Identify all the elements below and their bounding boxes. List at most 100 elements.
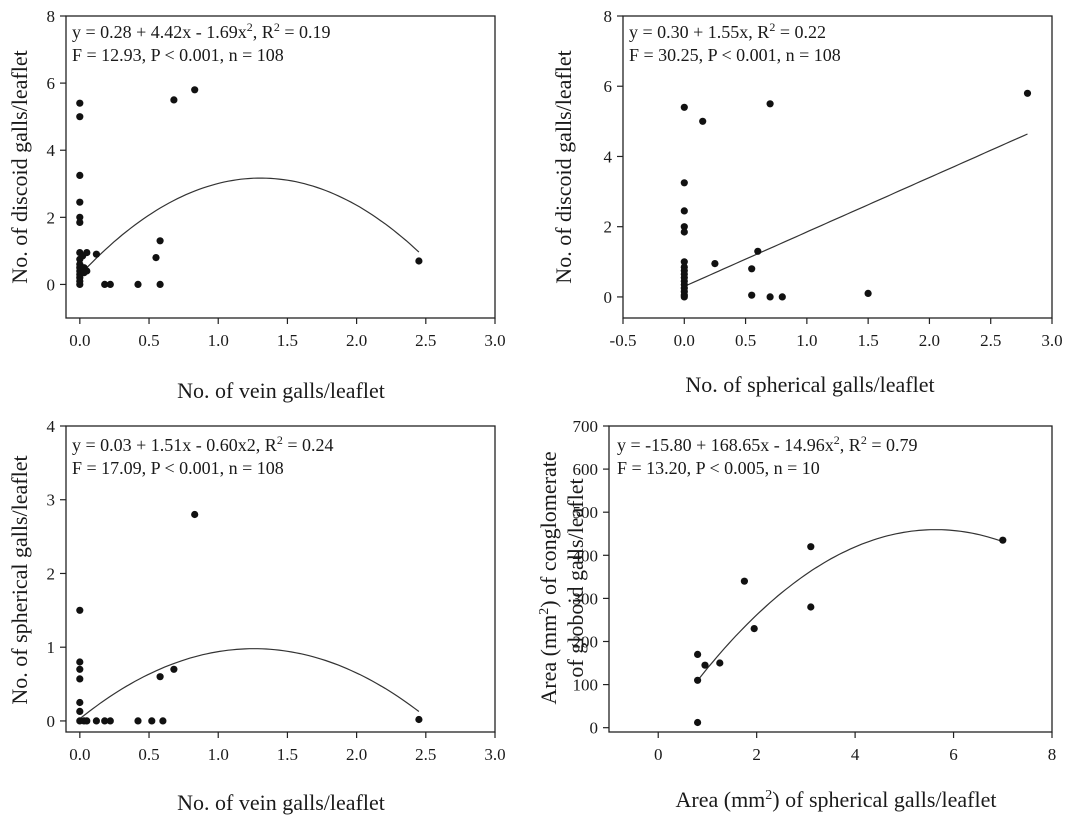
y-tick-label: 100 (573, 676, 599, 695)
data-point (694, 676, 702, 684)
y-tick-label: 4 (47, 417, 56, 436)
x-tick-label: 0.5 (138, 745, 159, 764)
y-tick-label: 500 (573, 503, 599, 522)
x-tick-label: 1.0 (208, 745, 229, 764)
y-axis-ticks: 0 1 2 3 4 (47, 417, 66, 731)
data-point (170, 96, 178, 104)
data-point (76, 707, 84, 716)
data-point (716, 659, 724, 667)
data-point (134, 280, 142, 288)
x-tick-label: 0 (654, 745, 663, 764)
data-point (754, 247, 762, 255)
data-point (748, 291, 756, 299)
x-tick-label: 1.5 (858, 331, 879, 350)
x-axis-label: No. of vein galls/leaflet (177, 378, 385, 403)
y-axis-label: No. of spherical galls/leaflet (7, 455, 32, 704)
plot-area-frame (65, 425, 496, 733)
fit-curve (79, 177, 420, 276)
data-point (156, 673, 164, 681)
data-point (680, 293, 688, 301)
x-tick-label: 2.0 (346, 331, 367, 350)
x-tick-label: 1.5 (277, 331, 298, 350)
x-tick-label: 2.0 (919, 331, 940, 350)
y-axis-ticks: 0 100 200 300 400 500 600 700 (573, 417, 609, 738)
data-point (152, 254, 160, 262)
x-tick-label: 2.5 (415, 745, 436, 764)
data-point (711, 260, 719, 268)
regression-stats: F = 17.09, P < 0.001, n = 108 (72, 458, 284, 478)
plot-area-frame (608, 425, 1053, 733)
data-point (1023, 89, 1032, 97)
x-axis-label: No. of spherical galls/leaflet (685, 372, 934, 397)
y-tick-label: 0 (604, 288, 613, 307)
data-points (76, 86, 423, 288)
y-tick-label: 4 (47, 141, 56, 160)
data-point (778, 293, 786, 301)
panel-area-spherical-vs-globoid: 0 100 200 300 400 500 600 700 0 2 4 6 8 y = -15.80 … (536, 417, 1056, 812)
data-point (76, 171, 84, 179)
y-tick-label: 0 (590, 719, 599, 738)
data-point (807, 603, 815, 611)
x-axis-label: Area (mm2) of spherical galls/leaflet (676, 787, 997, 812)
data-point (999, 536, 1007, 544)
data-point (156, 280, 164, 288)
y-tick-label: 8 (604, 7, 613, 26)
data-point (92, 717, 100, 725)
x-tick-label: -0.5 (610, 331, 637, 350)
regression-equation: y = 0.30 + 1.55x, R2 = 0.22 (629, 20, 826, 42)
data-point (83, 267, 91, 275)
y-tick-label: 0 (47, 275, 56, 294)
data-point (134, 717, 142, 725)
data-point (750, 625, 758, 633)
panel-vein-vs-spherical: 0 1 2 3 4 0.0 0.5 1.0 1.5 2.0 2.5 3.0 y = 0.03 + 1… (7, 417, 506, 815)
data-point (101, 280, 109, 288)
data-point (156, 237, 164, 245)
y-tick-label: 0 (47, 712, 56, 731)
plot-area-frame (65, 15, 496, 319)
data-point (76, 698, 84, 707)
data-point (76, 606, 84, 614)
data-point (92, 250, 100, 258)
y-tick-label: 3 (47, 491, 56, 510)
data-point (76, 99, 84, 107)
data-point (76, 198, 84, 206)
data-point (680, 207, 688, 215)
x-tick-label: 1.5 (277, 745, 298, 764)
plot-area-frame (622, 15, 1053, 319)
x-axis-ticks: -0.5 0.0 0.5 1.0 1.5 2.0 2.5 3.0 (610, 318, 1063, 350)
x-tick-label: 1.0 (208, 331, 229, 350)
x-tick-label: 0.5 (138, 331, 159, 350)
data-point (76, 658, 84, 666)
regression-stats: F = 30.25, P < 0.001, n = 108 (629, 45, 841, 65)
data-point (191, 510, 199, 519)
y-axis-label: No. of discoid galls/leaflet (551, 50, 576, 283)
data-points (694, 536, 1007, 727)
y-tick-label: 400 (573, 546, 599, 565)
fit-curve (79, 648, 420, 720)
data-point (76, 213, 84, 221)
y-tick-label: 2 (47, 208, 56, 227)
x-tick-label: 0.0 (674, 331, 695, 350)
y-tick-label: 8 (47, 7, 56, 26)
data-point (694, 718, 702, 727)
x-tick-label: 2.0 (346, 745, 367, 764)
data-point (694, 650, 702, 659)
fit-curve (697, 529, 1003, 681)
data-point (76, 280, 84, 288)
data-point (740, 577, 749, 585)
regression-stats: F = 13.20, P < 0.005, n = 10 (617, 458, 820, 478)
data-point (864, 289, 872, 297)
data-point (699, 117, 707, 125)
data-point (106, 717, 114, 725)
x-tick-label: 0.5 (735, 331, 756, 350)
data-point (101, 717, 109, 725)
data-point (766, 293, 774, 301)
y-tick-label: 2 (47, 564, 56, 583)
data-point (680, 103, 688, 111)
data-points (76, 510, 423, 725)
data-point (748, 265, 756, 273)
data-point (76, 665, 84, 673)
data-point (680, 228, 688, 236)
x-axis-ticks: 0.0 0.5 1.0 1.5 2.0 2.5 3.0 (69, 318, 506, 350)
